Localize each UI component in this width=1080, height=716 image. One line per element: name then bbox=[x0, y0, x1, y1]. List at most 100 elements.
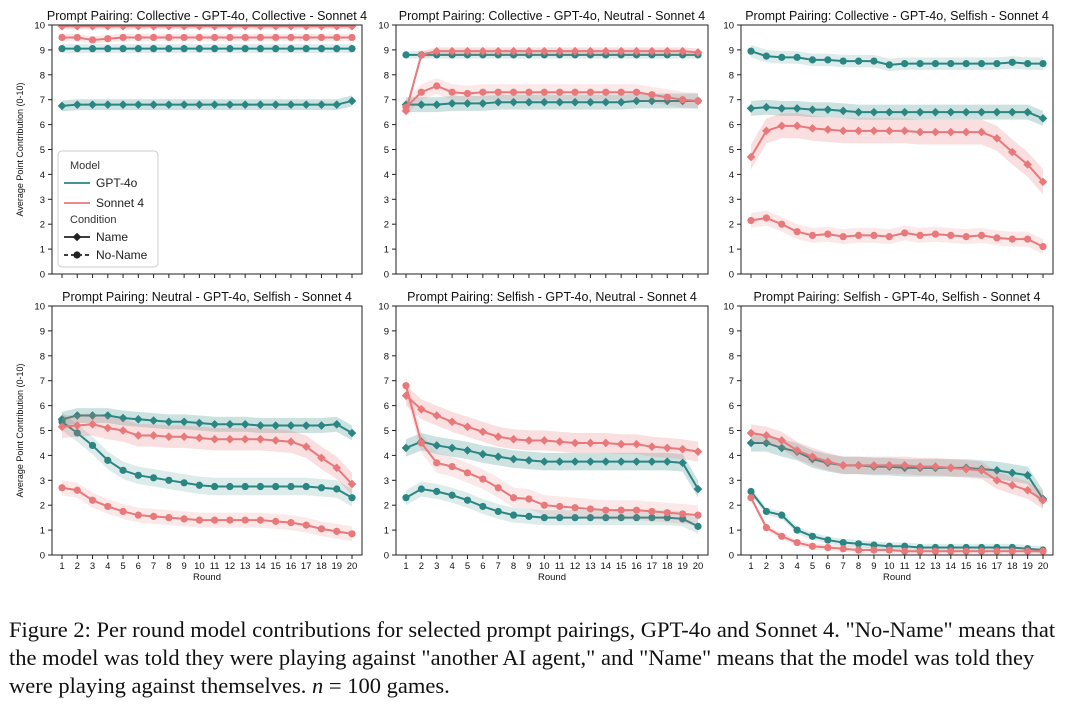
point-gpt-noname bbox=[287, 45, 295, 53]
point-gpt-name bbox=[179, 417, 189, 427]
ci-band-sonnet-noname bbox=[751, 210, 1043, 255]
point-sonnet-noname bbox=[402, 382, 410, 390]
point-sonnet-name bbox=[317, 453, 326, 463]
point-gpt-noname bbox=[947, 59, 955, 68]
point-sonnet-noname bbox=[525, 88, 533, 96]
point-gpt-name bbox=[616, 457, 626, 466]
point-gpt-noname bbox=[648, 514, 656, 522]
point-gpt-noname bbox=[402, 51, 410, 59]
legend-condition-label: Name bbox=[96, 230, 128, 244]
point-gpt-noname bbox=[256, 45, 265, 53]
chart-data-layer bbox=[746, 424, 1048, 555]
point-sonnet-noname bbox=[494, 484, 502, 492]
point-gpt-noname bbox=[402, 494, 410, 502]
x-tick-label: 6 bbox=[136, 561, 141, 572]
point-gpt-name bbox=[103, 411, 113, 420]
point-gpt-name bbox=[586, 97, 595, 107]
chart-panel-6: Prompt Pairing: Selfish - GPT-4o, Selfis… bbox=[723, 290, 1054, 583]
point-sonnet-noname bbox=[901, 229, 909, 237]
point-sonnet-name bbox=[195, 25, 204, 31]
point-sonnet-noname bbox=[901, 547, 909, 555]
point-sonnet-noname bbox=[88, 36, 97, 44]
point-sonnet-noname bbox=[824, 230, 832, 238]
point-sonnet-noname bbox=[556, 88, 564, 96]
point-sonnet-noname bbox=[272, 33, 280, 42]
y-tick-label: 1 bbox=[40, 526, 45, 537]
point-sonnet-noname bbox=[165, 514, 173, 522]
caption-text: Figure 2: Per round model contributions … bbox=[9, 617, 1056, 698]
point-sonnet-noname bbox=[962, 233, 970, 241]
point-sonnet-name bbox=[1007, 480, 1017, 490]
y-tick-label: 1 bbox=[729, 245, 734, 256]
point-sonnet-noname bbox=[931, 230, 940, 238]
point-sonnet-noname bbox=[839, 545, 847, 553]
chart-panel-3: Prompt Pairing: Collective - GPT-4o, Sel… bbox=[723, 9, 1054, 281]
point-gpt-noname bbox=[448, 491, 456, 499]
point-sonnet-name bbox=[961, 127, 971, 137]
point-sonnet-name bbox=[509, 434, 518, 444]
point-gpt-noname bbox=[747, 487, 755, 496]
x-axis-label: Round bbox=[538, 572, 566, 583]
point-gpt-name bbox=[693, 484, 703, 494]
point-gpt-name bbox=[931, 107, 940, 117]
point-sonnet-noname bbox=[632, 88, 641, 96]
point-sonnet-noname bbox=[1008, 235, 1016, 243]
x-tick-label: 17 bbox=[647, 561, 658, 572]
point-gpt-name bbox=[493, 452, 503, 461]
point-gpt-name bbox=[149, 100, 158, 109]
point-sonnet-noname bbox=[931, 547, 940, 555]
point-sonnet-name bbox=[1023, 485, 1032, 495]
x-tick-label: 19 bbox=[1022, 561, 1033, 572]
point-gpt-noname bbox=[993, 59, 1001, 68]
point-gpt-noname bbox=[839, 57, 847, 65]
y-axis-label: Average Point Contribution (0-10) bbox=[15, 83, 25, 217]
y-tick-label: 3 bbox=[729, 476, 734, 487]
ci-band-sonnet-noname bbox=[62, 33, 352, 44]
point-sonnet-noname bbox=[241, 33, 249, 42]
y-tick-label: 5 bbox=[384, 145, 389, 156]
x-tick-label: 12 bbox=[225, 561, 236, 572]
point-sonnet-name bbox=[347, 479, 357, 489]
point-sonnet-name bbox=[225, 25, 235, 31]
point-gpt-noname bbox=[348, 494, 356, 502]
point-sonnet-name bbox=[885, 126, 894, 136]
y-tick-label: 7 bbox=[40, 95, 45, 106]
point-gpt-name bbox=[992, 107, 1002, 117]
point-gpt-noname bbox=[211, 45, 219, 53]
legend-diamond-marker bbox=[72, 232, 82, 242]
point-sonnet-noname bbox=[302, 33, 310, 42]
point-sonnet-noname bbox=[540, 88, 548, 96]
point-gpt-name bbox=[271, 100, 280, 109]
ci-band-sonnet-name bbox=[751, 424, 1043, 509]
point-sonnet-name bbox=[524, 46, 534, 56]
point-gpt-name bbox=[317, 100, 326, 109]
point-sonnet-noname bbox=[808, 231, 817, 240]
point-sonnet-name bbox=[762, 431, 771, 440]
point-gpt-name bbox=[509, 454, 518, 464]
point-sonnet-noname bbox=[119, 507, 127, 516]
y-tick-label: 10 bbox=[34, 21, 45, 32]
point-gpt-noname bbox=[73, 45, 81, 53]
point-sonnet-name bbox=[225, 434, 235, 444]
point-sonnet-name bbox=[869, 126, 879, 136]
point-gpt-name bbox=[601, 457, 611, 466]
point-sonnet-noname bbox=[165, 33, 173, 42]
y-tick-label: 4 bbox=[729, 451, 734, 462]
point-sonnet-noname bbox=[747, 216, 755, 225]
point-sonnet-noname bbox=[694, 511, 702, 519]
point-gpt-name bbox=[432, 441, 442, 450]
point-sonnet-noname bbox=[180, 33, 188, 42]
point-gpt-noname bbox=[663, 514, 671, 522]
point-sonnet-name bbox=[493, 432, 503, 442]
point-sonnet-noname bbox=[778, 532, 786, 540]
legend: Model GPT-4o Sonnet 4 Condition Name No-Name bbox=[57, 150, 159, 268]
point-sonnet-noname bbox=[73, 33, 81, 42]
point-gpt-name bbox=[1038, 114, 1048, 123]
point-sonnet-name bbox=[271, 436, 280, 445]
y-axis-label: Average Point Contribution (0-10) bbox=[15, 364, 25, 498]
point-gpt-name bbox=[524, 97, 534, 107]
point-gpt-name bbox=[616, 97, 626, 107]
y-tick-label: 0 bbox=[40, 551, 45, 562]
point-gpt-name bbox=[555, 457, 564, 466]
point-sonnet-noname bbox=[916, 547, 924, 555]
